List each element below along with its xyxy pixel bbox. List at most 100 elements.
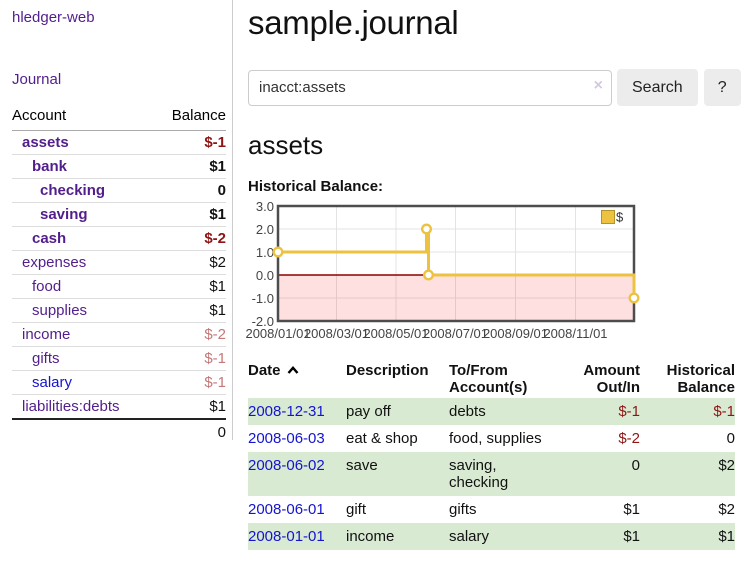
register-header-description: Description [346, 362, 429, 379]
account-balance: $1 [154, 154, 226, 179]
account-link-bank[interactable]: bank [32, 158, 68, 175]
y-tick: -1.0 [252, 291, 274, 306]
register-row: 2008-06-03 eat & shop food, supplies $-2… [248, 425, 735, 452]
transaction-description: income [346, 528, 395, 545]
x-tick: 2008/03/01 [304, 326, 369, 341]
y-tick: 0.0 [256, 268, 274, 283]
transaction-accounts: debts [449, 403, 486, 420]
transaction-description: pay off [346, 403, 391, 420]
x-tick: 2008/09/01 [483, 326, 548, 341]
account-row: expenses $2 [12, 250, 226, 275]
transaction-accounts: food, supplies [449, 430, 542, 447]
register-table: Date Description To/From Account(s) Amou… [248, 360, 735, 550]
register-row: 2008-06-01 gift gifts $1 $2 [248, 496, 735, 523]
register-row: 2008-01-01 income salary $1 $1 [248, 523, 735, 550]
transaction-balance: 0 [726, 430, 735, 447]
account-row: saving $1 [12, 202, 226, 227]
y-tick: 1.0 [256, 245, 274, 260]
register-row: 2008-06-02 save saving, checking 0 $2 [248, 452, 735, 496]
chart-svg: 3.0 2.0 1.0 0.0 -1.0 -2.0 [245, 199, 640, 341]
grid-lines [278, 206, 634, 321]
account-balance: 0 [154, 178, 226, 203]
transaction-balance: $2 [718, 501, 735, 518]
account-balance: $-2 [154, 322, 226, 347]
register-header-row: Date Description To/From Account(s) Amou… [248, 360, 735, 398]
accounts-header-row: Account Balance [12, 104, 226, 131]
search-bar: × Search ? [248, 69, 742, 106]
account-row: food $1 [12, 274, 226, 299]
account-link-food[interactable]: food [32, 278, 62, 295]
account-row: checking 0 [12, 178, 226, 203]
chart-legend: $ [601, 210, 624, 225]
account-balance: $-1 [154, 130, 226, 155]
main-content: sample.journal × Search ? assets Histori… [245, 0, 742, 550]
account-row: supplies $1 [12, 298, 226, 323]
transaction-description: eat & shop [346, 430, 418, 447]
accounts-header-account: Account [12, 104, 155, 131]
account-link-checking[interactable]: checking [40, 182, 106, 199]
y-tick: 3.0 [256, 199, 274, 214]
legend-swatch [601, 210, 615, 224]
search-input[interactable] [248, 69, 612, 106]
accounts-total-value: 0 [12, 418, 226, 445]
account-link-assets[interactable]: assets [22, 134, 69, 151]
data-point-markers [272, 223, 640, 304]
register-header-date[interactable]: Date [248, 360, 346, 398]
account-link-gifts[interactable]: gifts [32, 350, 60, 367]
transaction-date-link[interactable]: 2008-12-31 [248, 403, 325, 420]
sidebar-item-journal[interactable]: Journal [12, 71, 62, 88]
account-row: assets $-1 [12, 130, 226, 155]
transaction-accounts: gifts [449, 501, 477, 518]
transaction-date-link[interactable]: 2008-06-03 [248, 430, 325, 447]
x-tick: 2008/01/01 [245, 326, 310, 341]
search-button[interactable]: Search [617, 69, 698, 106]
help-button[interactable]: ? [703, 69, 741, 106]
account-row: salary $-1 [12, 370, 226, 395]
account-row: gifts $-1 [12, 346, 226, 371]
transaction-amount: $-1 [618, 403, 640, 420]
y-axis-ticks: 3.0 2.0 1.0 0.0 -1.0 -2.0 [252, 199, 274, 329]
page-title: sample.journal [248, 4, 459, 41]
account-link-expenses[interactable]: expenses [22, 254, 87, 271]
account-balance: $1 [154, 202, 226, 227]
x-tick: 2008/07/01 [423, 326, 488, 341]
historical-balance-chart: 3.0 2.0 1.0 0.0 -1.0 -2.0 [245, 199, 742, 344]
account-balance: $1 [154, 394, 226, 420]
negative-region [278, 275, 634, 321]
clear-search-icon[interactable]: × [593, 76, 603, 94]
account-link-cash[interactable]: cash [32, 230, 67, 247]
register-header-balance: Historical Balance [666, 362, 735, 396]
x-tick: 2008/05/01 [363, 326, 428, 341]
account-balance: $-1 [154, 370, 226, 395]
chart-title: Historical Balance: [248, 178, 384, 195]
register-header-accounts: To/From Account(s) [449, 362, 528, 396]
account-balance: $-2 [154, 226, 226, 251]
accounts-total-row: 0 [12, 418, 226, 445]
transaction-description: save [346, 457, 378, 474]
transaction-balance: $1 [718, 528, 735, 545]
legend-label: $ [616, 210, 624, 225]
transaction-accounts: saving, checking [449, 457, 509, 491]
account-balance: $-1 [154, 346, 226, 371]
register-header-amount: Amount Out/In [583, 362, 640, 396]
plot-border [276, 204, 636, 323]
sidebar: hledger-web Journal Account Balance asse… [0, 0, 233, 445]
account-row: income $-2 [12, 322, 226, 347]
transaction-amount: $1 [623, 528, 640, 545]
account-row: cash $-2 [12, 226, 226, 251]
app-brand-link[interactable]: hledger-web [12, 9, 95, 26]
account-row: bank $1 [12, 154, 226, 179]
register-row: 2008-12-31 pay off debts $-1 $-1 [248, 398, 735, 425]
transaction-amount: $-2 [618, 430, 640, 447]
account-link-supplies[interactable]: supplies [32, 302, 88, 319]
account-heading: assets [248, 130, 324, 160]
account-link-liabilities-debts[interactable]: liabilities:debts [22, 398, 120, 415]
date-header-label: Date [248, 362, 281, 379]
account-link-salary[interactable]: salary [32, 374, 73, 391]
accounts-table: Account Balance assets $-1 bank $1 check… [12, 104, 226, 445]
transaction-date-link[interactable]: 2008-01-01 [248, 528, 325, 545]
transaction-date-link[interactable]: 2008-06-01 [248, 501, 325, 518]
account-link-income[interactable]: income [22, 326, 71, 343]
transaction-date-link[interactable]: 2008-06-02 [248, 457, 325, 474]
account-link-saving[interactable]: saving [40, 206, 88, 223]
